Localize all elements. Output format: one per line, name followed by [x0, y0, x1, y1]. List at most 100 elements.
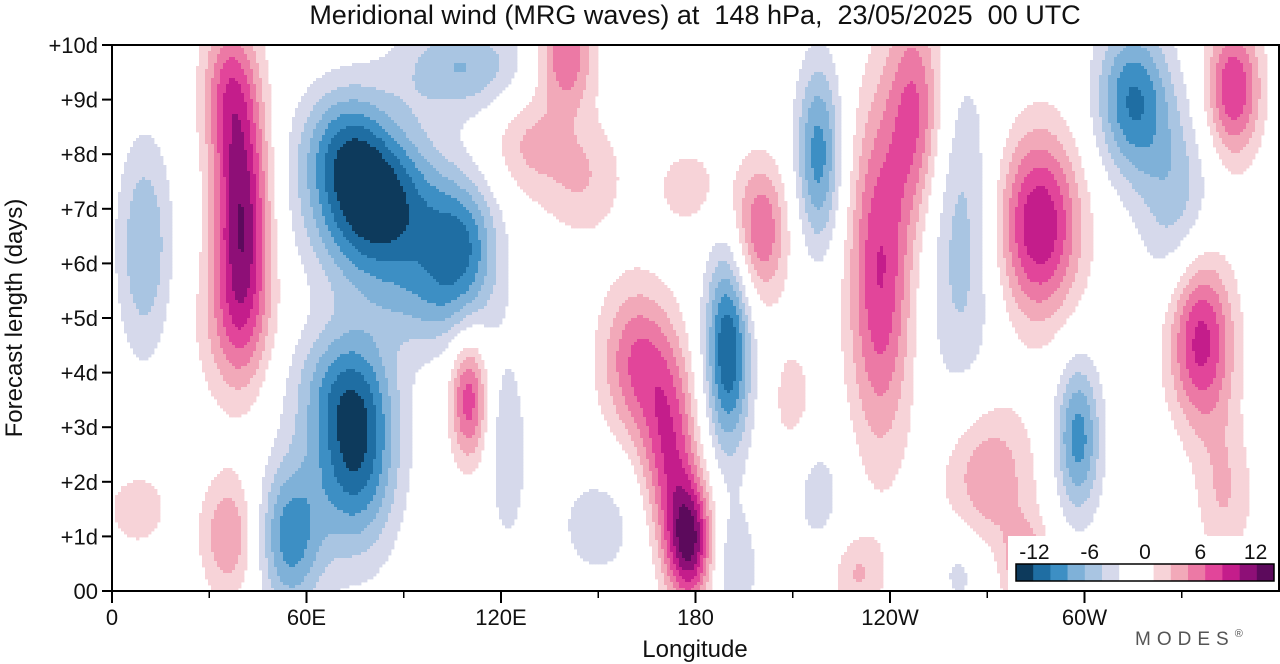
heatmap-cell — [223, 57, 226, 60]
heatmap-cell — [229, 66, 232, 69]
heatmap-cell — [583, 93, 586, 96]
heatmap-cell — [448, 69, 451, 72]
heatmap-cell — [514, 54, 517, 57]
heatmap-cell — [421, 87, 424, 90]
heatmap-cell — [1150, 108, 1153, 111]
heatmap-cell — [388, 111, 391, 114]
heatmap-cell — [448, 102, 451, 105]
heatmap-cell — [196, 105, 199, 108]
heatmap-cell — [829, 84, 832, 87]
heatmap-cell — [904, 75, 907, 78]
heatmap-cell — [247, 90, 250, 93]
heatmap-cell — [1216, 66, 1219, 69]
heatmap-cell — [244, 96, 247, 99]
heatmap-cell — [211, 66, 214, 69]
heatmap-cell — [397, 93, 400, 96]
heatmap-cell — [373, 111, 376, 114]
heatmap-cell — [1099, 75, 1102, 78]
heatmap-cell — [349, 114, 352, 117]
heatmap-cell — [1165, 93, 1168, 96]
heatmap-cell — [493, 63, 496, 66]
heatmap-cell — [802, 84, 805, 87]
heatmap-cell — [364, 66, 367, 69]
heatmap-cell — [391, 102, 394, 105]
heatmap-cell — [880, 111, 883, 114]
heatmap-cell — [307, 108, 310, 111]
heatmap-cell — [388, 102, 391, 105]
heatmap-cell — [220, 114, 223, 117]
heatmap-cell — [586, 60, 589, 63]
heatmap-cell — [958, 111, 961, 114]
heatmap-cell — [553, 63, 556, 66]
heatmap-cell — [808, 78, 811, 81]
heatmap-cell — [1111, 93, 1114, 96]
heatmap-cell — [469, 72, 472, 75]
heatmap-cell — [1264, 111, 1267, 114]
heatmap-cell — [1162, 66, 1165, 69]
heatmap-cell — [301, 111, 304, 114]
heatmap-cell — [1129, 105, 1132, 108]
heatmap-cell — [1168, 111, 1171, 114]
heatmap-cell — [913, 87, 916, 90]
heatmap-cell — [421, 66, 424, 69]
heatmap-cell — [472, 87, 475, 90]
heatmap-cell — [568, 108, 571, 111]
heatmap-cell — [412, 63, 415, 66]
heatmap-cell — [472, 96, 475, 99]
heatmap-cell — [508, 48, 511, 51]
heatmap-cell — [250, 54, 253, 57]
heatmap-cell — [1141, 78, 1144, 81]
heatmap-cell — [868, 90, 871, 93]
heatmap-cell — [1240, 87, 1243, 90]
heatmap-cell — [805, 75, 808, 78]
heatmap-cell — [238, 69, 241, 72]
heatmap-cell — [913, 66, 916, 69]
heatmap-cell — [403, 63, 406, 66]
heatmap-cell — [817, 90, 820, 93]
heatmap-cell — [1123, 81, 1126, 84]
heatmap-cell — [424, 72, 427, 75]
heatmap-cell — [1126, 102, 1129, 105]
heatmap-cell — [901, 81, 904, 84]
heatmap-cell — [433, 60, 436, 63]
heatmap-cell — [1216, 93, 1219, 96]
heatmap-cell — [328, 78, 331, 81]
heatmap-cell — [562, 105, 565, 108]
heatmap-cell — [220, 66, 223, 69]
heatmap-cell — [226, 51, 229, 54]
heatmap-cell — [1108, 48, 1111, 51]
heatmap-cell — [484, 54, 487, 57]
heatmap-cell — [415, 57, 418, 60]
heatmap-cell — [223, 48, 226, 51]
heatmap-cell — [919, 102, 922, 105]
heatmap-cell — [253, 69, 256, 72]
heatmap-cell — [814, 84, 817, 87]
heatmap-cell — [493, 69, 496, 72]
heatmap-cell — [355, 63, 358, 66]
heatmap-cell — [469, 78, 472, 81]
heatmap-cell — [199, 54, 202, 57]
heatmap-cell — [346, 87, 349, 90]
heatmap-cell — [256, 84, 259, 87]
heatmap-cell — [1219, 93, 1222, 96]
heatmap-cell — [883, 54, 886, 57]
heatmap-cell — [232, 114, 235, 117]
heatmap-cell — [394, 81, 397, 84]
heatmap-cell — [370, 63, 373, 66]
heatmap-cell — [1168, 75, 1171, 78]
heatmap-cell — [1123, 48, 1126, 51]
heatmap-cell — [367, 66, 370, 69]
heatmap-cell — [367, 99, 370, 102]
heatmap-cell — [316, 96, 319, 99]
heatmap-cell — [1222, 111, 1225, 114]
heatmap-cell — [352, 99, 355, 102]
heatmap-cell — [352, 81, 355, 84]
heatmap-cell — [232, 78, 235, 81]
heatmap-cell — [490, 66, 493, 69]
heatmap-cell — [1264, 78, 1267, 81]
heatmap-cell — [379, 105, 382, 108]
heatmap-cell — [1210, 99, 1213, 102]
heatmap-cell — [901, 96, 904, 99]
heatmap-cell — [808, 105, 811, 108]
heatmap-cell — [484, 102, 487, 105]
